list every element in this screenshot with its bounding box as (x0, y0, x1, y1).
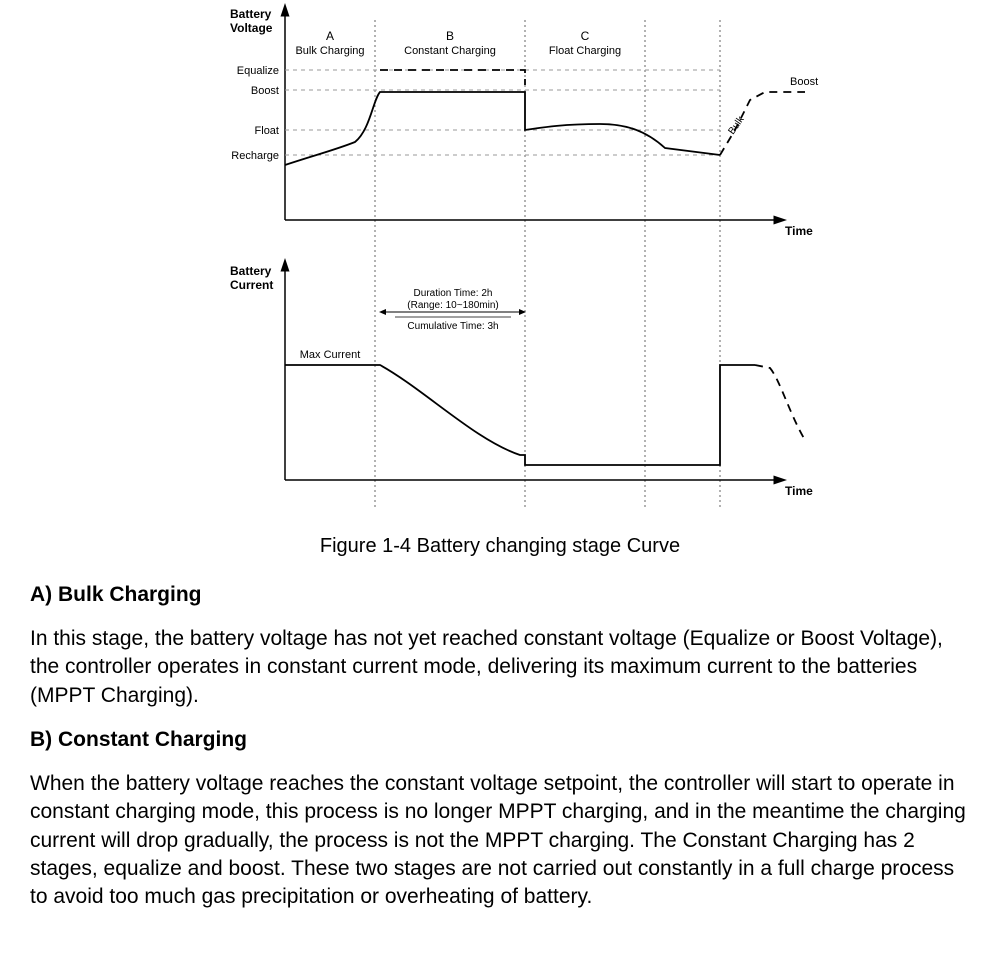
stage-a-letter: A (326, 29, 334, 43)
section-a-body: In this stage, the battery voltage has n… (30, 625, 970, 710)
voltage-equalize-dash (380, 70, 525, 85)
chart-svg: Battery Voltage Equalize Boost Float Rec… (125, 0, 875, 520)
stage-c-name: Float Charging (549, 45, 621, 57)
current-axis-title-2: Current (230, 278, 273, 292)
stage-a-name: Bulk Charging (295, 45, 364, 57)
tail-boost-label: Boost (790, 76, 818, 88)
current-time-label: Time (785, 484, 813, 498)
section-b-body: When the battery voltage reaches the con… (30, 770, 970, 912)
tail-bulk-label: Bulk (726, 114, 747, 137)
annotation-line-3: Cumulative Time: 3h (407, 321, 498, 332)
figure-caption: Figure 1-4 Battery changing stage Curve (30, 535, 970, 558)
current-tail-dash (755, 365, 805, 440)
voltage-axis-title-2: Voltage (230, 21, 273, 35)
voltage-curve (285, 92, 720, 165)
voltage-axis-title-1: Battery (230, 7, 272, 21)
max-current-label: Max Current (300, 349, 361, 361)
battery-charging-chart: Battery Voltage Equalize Boost Float Rec… (125, 0, 875, 520)
stage-b-letter: B (446, 29, 454, 43)
label-float: Float (255, 125, 279, 137)
current-curve (285, 365, 755, 465)
label-recharge: Recharge (231, 150, 279, 162)
stage-b-name: Constant Charging (404, 45, 496, 57)
section-a-heading: A) Bulk Charging (30, 583, 970, 607)
voltage-time-label: Time (785, 224, 813, 238)
section-b-heading: B) Constant Charging (30, 728, 970, 752)
label-boost: Boost (251, 85, 279, 97)
label-equalize: Equalize (237, 65, 279, 77)
annotation-line-2: (Range: 10~180min) (407, 300, 498, 311)
annotation-line-1: Duration Time: 2h (414, 288, 493, 299)
stage-c-letter: C (581, 29, 590, 43)
current-axis-title-1: Battery (230, 264, 272, 278)
